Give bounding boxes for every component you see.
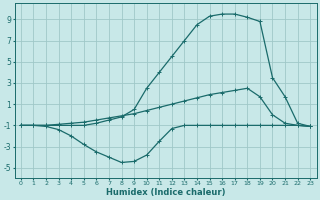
- X-axis label: Humidex (Indice chaleur): Humidex (Indice chaleur): [106, 188, 225, 197]
